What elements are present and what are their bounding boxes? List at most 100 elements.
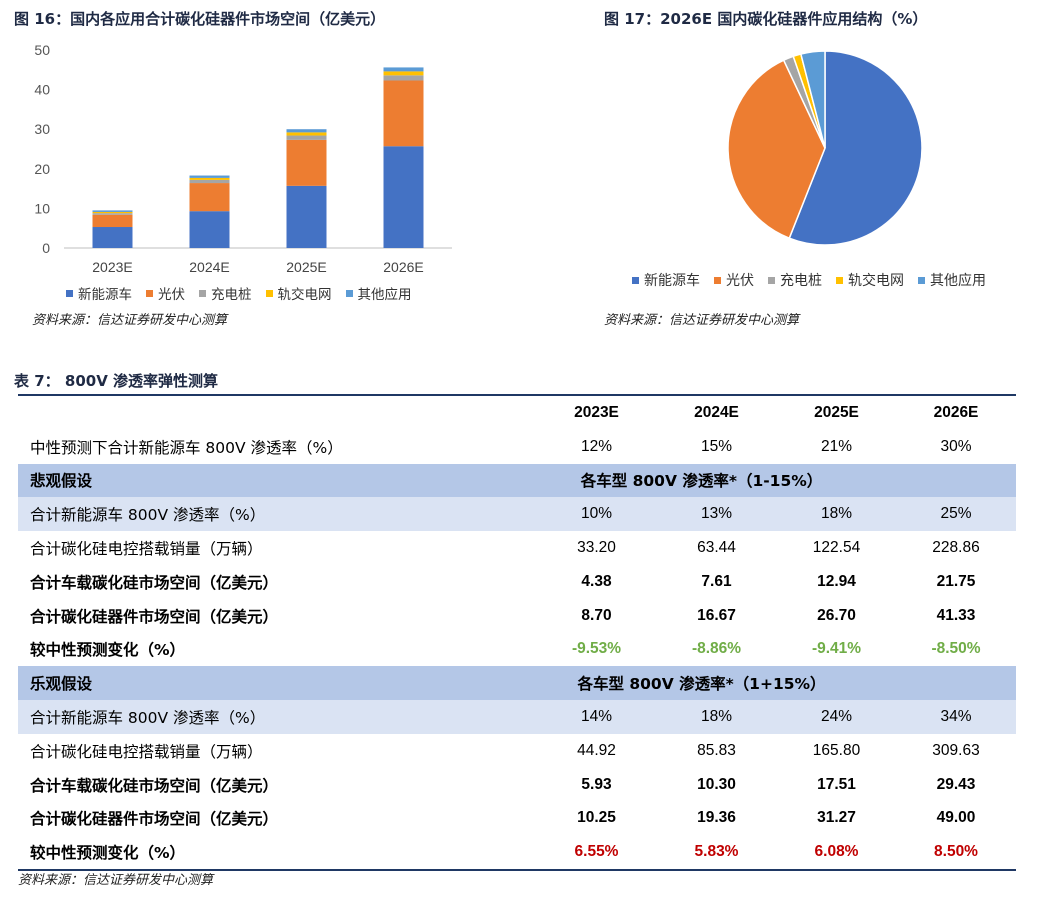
- value-cell: 21%: [820, 437, 853, 455]
- value-cell: 10.30: [697, 775, 736, 793]
- fig17-source: 资料来源：信达证券研发中心测算: [604, 313, 800, 328]
- bar-segment: [92, 214, 133, 228]
- legend-item: 其他应用: [918, 270, 986, 290]
- value-cell: 85.83: [697, 741, 736, 759]
- year-header: 2023E: [574, 403, 619, 421]
- value-cell: 5.93: [581, 775, 612, 793]
- legend-swatch: [918, 276, 925, 284]
- table-row: 合计碳化硅器件市场空间（亿美元） 8.70 16.67 26.70 41.33: [18, 599, 1016, 633]
- value-cell: 8.50%: [934, 843, 978, 861]
- value-cell: 33.20: [577, 539, 616, 557]
- bar-segment: [286, 139, 327, 186]
- table-row: 合计新能源车 800V 渗透率（%） 14% 18% 24% 34%: [18, 700, 1016, 734]
- legend-swatch: [146, 289, 153, 297]
- value-cell: -8.86%: [691, 640, 742, 658]
- y-tick-label: 20: [34, 161, 50, 177]
- value-cell: 31.27: [817, 809, 856, 827]
- table-row: 合计车载碳化硅市场空间（亿美元） 4.38 7.61 12.94 21.75: [18, 565, 1016, 599]
- table-row: 合计新能源车 800V 渗透率（%） 10% 13% 18% 25%: [18, 497, 1016, 532]
- section-note: 各车型 800V 渗透率*（1+15%）: [537, 666, 1016, 701]
- fig17-title: 图 17：2026E 国内碳化硅器件应用结构（%）: [604, 10, 928, 28]
- legend-swatch: [768, 276, 775, 284]
- value-cell: 6.08%: [814, 843, 859, 861]
- value-cell: 16.67: [697, 606, 736, 624]
- legend-swatch: [714, 276, 721, 284]
- legend-item: 充电桩: [199, 283, 252, 303]
- fig16-source: 资料来源：信达证券研发中心测算: [32, 313, 228, 328]
- value-cell: 44.92: [577, 741, 616, 759]
- bar-segment: [286, 185, 327, 248]
- row-label: 较中性预测变化（%）: [30, 641, 186, 660]
- legend-label: 轨交电网: [277, 287, 332, 303]
- legend-label: 轨交电网: [848, 273, 904, 289]
- row-label: 较中性预测变化（%）: [30, 844, 186, 863]
- value-cell: 25%: [896, 497, 1016, 532]
- bar-segment: [189, 211, 230, 248]
- value-cell: 18%: [656, 700, 777, 734]
- pie-slice: [788, 50, 923, 246]
- y-tick-label: 0: [42, 240, 50, 256]
- table-row: 较中性预测变化（%） 6.55% 5.83% 6.08% 8.50%: [18, 835, 1016, 871]
- bar-segment: [286, 135, 327, 140]
- value-cell: 6.55%: [574, 843, 619, 861]
- table-row: 中性预测下合计新能源车 800V 渗透率（%） 12% 15% 21% 30%: [18, 430, 1016, 464]
- value-cell: 165.80: [812, 741, 861, 759]
- table-header-row: 2023E 2024E 2025E 2026E: [18, 395, 1016, 430]
- y-tick-label: 50: [34, 42, 50, 58]
- y-tick-label: 40: [34, 82, 50, 98]
- legend-swatch: [345, 289, 353, 297]
- legend-item: 轨交电网: [836, 270, 904, 290]
- value-cell: 29.43: [936, 775, 976, 793]
- value-cell: -9.53%: [571, 640, 622, 658]
- bar-segment: [383, 146, 424, 248]
- fig16-title: 图 16：国内各应用合计碳化硅器件市场空间（亿美元）: [14, 10, 386, 28]
- legend-item: 其他应用: [345, 283, 412, 303]
- year-header: 2025E: [814, 403, 859, 421]
- bar-segment: [92, 213, 133, 215]
- row-label: 合计碳化硅器件市场空间（亿美元）: [30, 607, 279, 626]
- bar-segment: [383, 67, 424, 72]
- pie-slice: [799, 50, 826, 149]
- legend-label: 光伏: [726, 273, 754, 289]
- value-cell: 13%: [656, 497, 777, 532]
- legend-swatch: [836, 276, 843, 284]
- bar-segment: [189, 179, 230, 184]
- value-cell: 12%: [580, 437, 613, 455]
- value-cell: -9.41%: [811, 640, 862, 658]
- bar-segment: [383, 71, 424, 76]
- value-cell: 228.86: [932, 539, 980, 557]
- header-empty-cell: [18, 395, 537, 430]
- bar-segment: [383, 80, 424, 147]
- bar-segment: [92, 211, 133, 214]
- fig16-stacked-bar-chart: 0 10 20 30 40 50 2023E 2024E 2025E 2026E: [34, 42, 452, 275]
- fig16-legend: 新能源车 光伏 充电桩 轨交电网 其他应用: [66, 283, 412, 303]
- value-cell: 49.00: [936, 809, 976, 827]
- value-cell: 18%: [777, 497, 896, 532]
- row-label: 合计新能源车 800V 渗透率（%）: [18, 700, 537, 734]
- value-cell: 5.83%: [694, 843, 739, 861]
- value-cell: 122.54: [812, 539, 861, 557]
- value-cell: 63.44: [697, 539, 736, 557]
- legend-label: 其他应用: [357, 287, 412, 303]
- value-cell: 26.70: [817, 606, 856, 624]
- value-cell: -8.50%: [931, 640, 981, 658]
- section-note: 各车型 800V 渗透率*（1-15%）: [537, 463, 1016, 498]
- table-row: 合计车载碳化硅市场空间（亿美元） 5.93 10.30 17.51 29.43: [18, 768, 1016, 802]
- value-cell: 12.94: [817, 572, 856, 590]
- bar-segment: [189, 177, 230, 180]
- value-cell: 8.70: [581, 606, 612, 624]
- row-label: 合计碳化硅电控搭载销量（万辆）: [30, 742, 263, 761]
- section-label: 乐观假设: [18, 666, 537, 701]
- legend-swatch: [265, 289, 273, 297]
- legend-label: 充电桩: [780, 273, 822, 289]
- pie-slice: [727, 59, 826, 240]
- bar-segment: [286, 132, 327, 136]
- x-tick-label: 2024E: [189, 259, 229, 275]
- bar-segment: [189, 183, 230, 212]
- legend-item: 新能源车: [632, 270, 700, 290]
- value-cell: 17.51: [817, 775, 856, 793]
- table-row: 合计碳化硅器件市场空间（亿美元） 10.25 19.36 31.27 49.00: [18, 802, 1016, 836]
- table-row: 较中性预测变化（%） -9.53% -8.86% -9.41% -8.50%: [18, 633, 1016, 667]
- value-cell: 19.36: [697, 809, 736, 827]
- bar-segment: [92, 210, 133, 212]
